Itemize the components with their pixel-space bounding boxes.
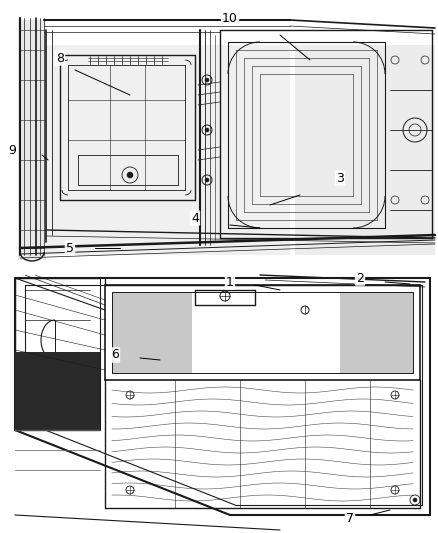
Text: 8: 8 (56, 52, 64, 64)
Text: 9: 9 (8, 143, 16, 157)
FancyBboxPatch shape (295, 45, 435, 255)
FancyBboxPatch shape (340, 292, 413, 373)
Circle shape (127, 172, 133, 178)
Text: 1: 1 (226, 276, 234, 288)
FancyBboxPatch shape (112, 292, 192, 373)
Text: 6: 6 (111, 349, 119, 361)
Text: 10: 10 (222, 12, 238, 25)
Text: 5: 5 (66, 241, 74, 254)
Circle shape (205, 78, 209, 82)
FancyBboxPatch shape (15, 352, 100, 430)
Text: 3: 3 (336, 172, 344, 184)
Text: 7: 7 (346, 512, 354, 524)
FancyBboxPatch shape (45, 45, 290, 255)
Circle shape (205, 178, 209, 182)
FancyBboxPatch shape (18, 20, 46, 260)
Circle shape (413, 498, 417, 502)
Circle shape (205, 128, 209, 132)
Text: 4: 4 (191, 212, 199, 224)
Text: 2: 2 (356, 271, 364, 285)
